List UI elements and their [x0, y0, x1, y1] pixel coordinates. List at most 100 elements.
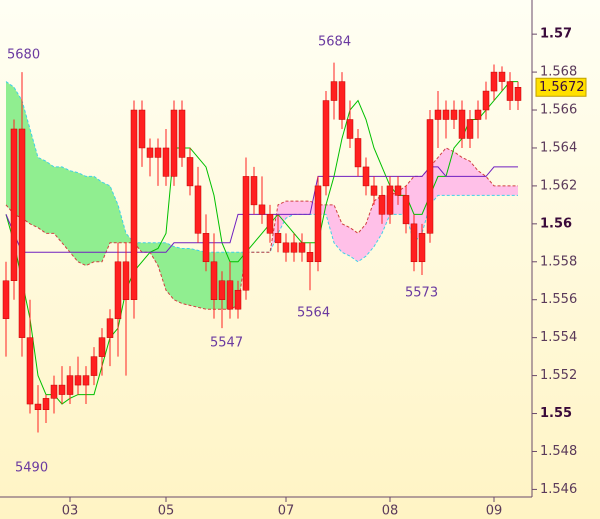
candle-body — [162, 147, 170, 177]
annotation: 5490 — [15, 461, 48, 476]
annotations: 5680 5684 5490 5547 5564 5573 — [7, 35, 438, 476]
candle-body — [290, 242, 298, 253]
candle-body — [306, 252, 314, 263]
candle-body — [178, 109, 186, 158]
y-tick-label: 1.57 — [540, 27, 572, 42]
candle-body — [58, 384, 66, 395]
cloud-segment — [46, 161, 54, 234]
candle-body — [458, 109, 466, 139]
candle-body — [34, 403, 42, 410]
candle-body — [490, 71, 498, 92]
candle-body — [218, 280, 226, 300]
candle-body — [90, 356, 98, 376]
candle-body — [66, 375, 74, 395]
candle-body — [394, 185, 402, 196]
candle-body — [242, 176, 250, 291]
candle-body — [26, 337, 34, 405]
candle-body — [154, 147, 162, 158]
candle-body — [146, 147, 154, 158]
candle-body — [362, 166, 370, 187]
cloud-segment — [62, 166, 70, 253]
candle-body — [274, 233, 282, 244]
x-tick-label: 07 — [278, 504, 295, 519]
y-tick-label: 1.564 — [540, 140, 577, 155]
cloud-segment — [182, 248, 190, 306]
annotation: 5680 — [7, 48, 40, 63]
cloud-segment — [166, 242, 174, 300]
last-price-box — [535, 77, 587, 97]
cloud-segment — [94, 176, 102, 262]
cloud-segment — [326, 204, 334, 243]
cloud-segment — [190, 248, 198, 308]
last-price-label: 1.5672 — [539, 80, 585, 95]
candle-body — [426, 119, 434, 234]
cloud-segment — [350, 227, 358, 262]
candle-body — [114, 261, 122, 319]
candle-body — [338, 81, 346, 120]
candle-body — [378, 195, 386, 215]
candle-body — [506, 81, 514, 101]
annotation: 5564 — [297, 306, 330, 321]
cloud-segment — [142, 242, 150, 253]
annotation: 5573 — [405, 286, 438, 301]
candle-body — [250, 176, 258, 206]
x-tick-label: 08 — [382, 504, 399, 519]
candles — [2, 62, 522, 433]
candle-body — [2, 280, 10, 319]
candle-body — [98, 337, 106, 357]
candle-body — [234, 289, 242, 310]
y-tick-label: 1.546 — [540, 482, 577, 497]
candle-body — [474, 109, 482, 120]
candle-body — [466, 119, 474, 139]
y-tick-label: 1.552 — [540, 368, 577, 383]
cloud-segment — [486, 176, 494, 196]
candle-body — [298, 242, 306, 253]
candle-body — [202, 233, 210, 263]
candle-body — [498, 71, 506, 82]
cloud-segment — [454, 151, 462, 196]
candle-body — [370, 185, 378, 196]
y-tick-label: 1.55 — [540, 406, 572, 421]
x-tick-label: 05 — [158, 504, 175, 519]
cloud-segment — [366, 201, 374, 257]
candle-body — [18, 128, 26, 338]
y-tick-label: 1.554 — [540, 330, 577, 345]
candle-body — [170, 109, 178, 177]
candle-body — [194, 185, 202, 234]
cloud-segment — [158, 242, 166, 291]
y-tick-label: 1.562 — [540, 178, 577, 193]
y-tick-label: 1.566 — [540, 103, 577, 118]
candle-body — [82, 375, 90, 386]
cloud-segment — [118, 204, 126, 243]
cloud — [5, 81, 518, 310]
cloud-segment — [102, 182, 110, 262]
candle-body — [322, 100, 330, 187]
cloud-segment — [86, 176, 94, 266]
candle-body — [266, 214, 274, 234]
candle-body — [106, 318, 114, 338]
candle-body — [346, 119, 354, 139]
y-tick-label: 1.556 — [540, 292, 577, 307]
cloud-segment — [54, 166, 62, 243]
candle-body — [514, 87, 522, 101]
cloud-segment — [70, 170, 78, 262]
candle-body — [434, 109, 442, 120]
candle-body — [10, 128, 18, 281]
candle-body — [482, 90, 490, 111]
cloud-segment — [198, 250, 206, 310]
cloud-segment — [470, 161, 478, 196]
cloud-segment — [302, 201, 310, 215]
cloud-segment — [294, 201, 302, 215]
candle-body — [74, 375, 82, 386]
cloud-segment — [174, 246, 182, 304]
candle-body — [138, 109, 146, 149]
candle-body — [354, 138, 362, 168]
cloud-segment — [78, 172, 86, 266]
candle-body — [418, 233, 426, 263]
candle-body — [410, 223, 418, 263]
cloud-segment — [358, 223, 366, 262]
y-tick-label: 1.558 — [540, 254, 577, 269]
cloud-segment — [38, 157, 46, 234]
cloud-segment — [342, 223, 350, 257]
candle-body — [122, 261, 130, 300]
